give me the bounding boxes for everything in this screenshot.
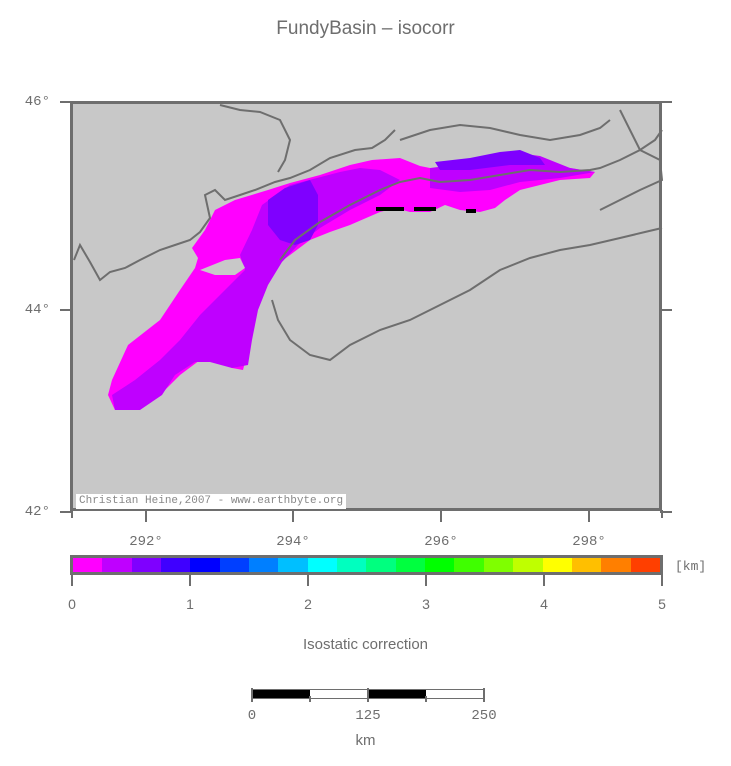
colorbar-segment <box>102 558 132 572</box>
colorbar-segment <box>630 558 660 572</box>
coastline-nb-river <box>219 104 292 173</box>
y-tick-44: 44° <box>24 302 50 318</box>
colorbar-segment <box>278 558 308 572</box>
colorbar-tick-3: 3 <box>422 596 430 612</box>
colorbar-segment <box>337 558 367 572</box>
colorbar-segment <box>131 558 162 572</box>
colorbar-tick-5: 5 <box>658 596 666 612</box>
basin-region-mid <box>112 168 400 410</box>
coastline-maine <box>73 129 396 282</box>
colorbar-unit: [km] <box>675 559 707 574</box>
basin-region-high-ne <box>435 150 545 170</box>
map-title: FundyBasin – isocorr <box>276 18 455 39</box>
coastline-ns-south <box>271 227 663 362</box>
x-tick-294: 294° <box>276 534 310 550</box>
colorbar-tick-2: 2 <box>304 596 312 612</box>
scale-unit: km <box>355 732 376 749</box>
colorbar-segment <box>425 558 455 572</box>
x-tick-292: 292° <box>129 534 163 550</box>
scale-tick-125: 125 <box>355 708 381 724</box>
colorbar-segment <box>542 558 572 572</box>
colorbar-segment <box>483 558 514 572</box>
colorbar-segment <box>161 558 191 572</box>
colorbar-tick-1: 1 <box>186 596 194 612</box>
colorbar-title: Isostatic correction <box>302 636 429 653</box>
colorbar-segment <box>190 558 220 572</box>
coastline-pei <box>399 119 611 142</box>
colorbar-segment <box>601 558 631 572</box>
colorbar-segment <box>307 558 338 572</box>
colorbar-segment <box>513 558 543 572</box>
coastline-cape-breton <box>599 109 664 211</box>
colorbar-segment <box>249 558 279 572</box>
credit-label: Christian Heine,2007 - www.earthbyte.org <box>76 494 347 509</box>
x-tick-298: 298° <box>572 534 606 550</box>
colorbar-segment <box>219 558 250 572</box>
colorbar-segment <box>454 558 484 572</box>
coastline-nova-scotia <box>279 129 663 261</box>
colorbar <box>70 555 663 575</box>
bay-gap <box>200 258 245 275</box>
y-tick-42: 42° <box>24 504 50 520</box>
y-tick-46: 46° <box>24 94 50 110</box>
colorbar-tick-4: 4 <box>540 596 548 612</box>
basin-region-high <box>268 180 318 245</box>
colorbar-segment <box>571 558 602 572</box>
scale-tick-250: 250 <box>471 708 497 724</box>
colorbar-segment <box>73 558 103 572</box>
colorbar-segment <box>366 558 396 572</box>
colorbar-tick-0: 0 <box>68 596 76 612</box>
scale-tick-0: 0 <box>247 708 257 724</box>
colorbar-segment <box>395 558 426 572</box>
x-tick-296: 296° <box>424 534 458 550</box>
